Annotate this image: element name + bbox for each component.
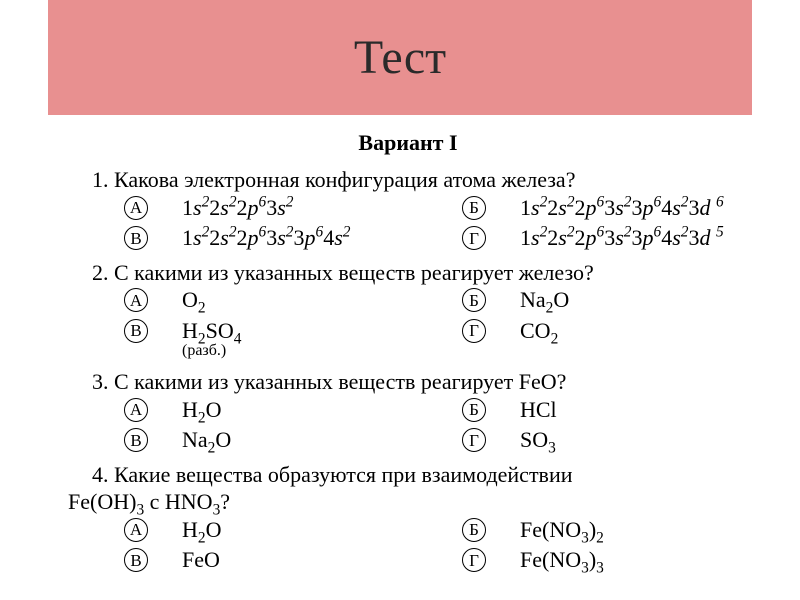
q-body: С какими из указанных веществ реагирует … [114,369,566,394]
option-a-value: 1s22s22p63s2 [182,194,462,223]
options-row: А 1s22s22p63s2 Б 1s22s22p63s23p64s23d 6 … [124,194,748,253]
option-c-letter[interactable]: В [124,428,148,452]
header-bar: Тест [48,0,752,115]
question-text-line2: Fe(OH)3 с HNO3? [68,488,748,516]
q-body: Какова электронная конфигурация атома же… [114,167,575,192]
option-b-value: 1s22s22p63s23p64s23d 6 [520,194,748,223]
variant-label: Вариант I [68,130,748,156]
option-c-letter[interactable]: В [124,319,148,343]
options-row: А O2 Б Na2O В H2SO4(разб.) Г CO2 [124,286,748,362]
option-a-value: H2O [182,396,462,425]
question-1: 1. Какова электронная конфигурация атома… [68,166,748,253]
q-num: 4. [92,462,109,487]
option-b-letter[interactable]: Б [462,288,486,312]
option-c-value: 1s22s22p63s23p64s2 [182,224,462,253]
option-b-letter[interactable]: Б [462,196,486,220]
option-c-value: H2SO4(разб.) [182,317,462,362]
option-c-letter[interactable]: В [124,226,148,250]
q-body: С какими из указанных веществ реагирует … [114,260,594,285]
question-text: 2. С какими из указанных веществ реагиру… [96,259,748,287]
option-d-letter[interactable]: Г [462,319,486,343]
option-c-note: (разб.) [182,341,462,362]
option-a-letter[interactable]: А [124,398,148,422]
q-num: 2. [92,260,109,285]
option-b-value: HCl [520,396,748,425]
option-a-letter[interactable]: А [124,288,148,312]
question-text: 1. Какова электронная конфигурация атома… [96,166,748,194]
option-c-value: FeO [182,546,462,575]
option-d-value: 1s22s22p63s23p64s23d 5 [520,224,748,253]
options-row: А H2O Б Fe(NO3)2 В FeO Г Fe(NO3)3 [124,516,748,575]
q-num: 1. [92,167,109,192]
test-content: Вариант I 1. Какова электронная конфигур… [68,130,748,581]
option-a-value: H2O [182,516,462,545]
q-num: 3. [92,369,109,394]
question-3: 3. С какими из указанных веществ реагиру… [68,368,748,455]
option-a-letter[interactable]: А [124,518,148,542]
q-body-line1: Какие вещества образуются при взаимодейс… [114,462,573,487]
page-title: Тест [354,30,446,85]
option-b-letter[interactable]: Б [462,398,486,422]
option-c-value: Na2O [182,426,462,455]
option-d-value: SO3 [520,426,748,455]
option-d-letter[interactable]: Г [462,428,486,452]
option-d-value: CO2 [520,317,748,346]
option-b-value: Na2O [520,286,748,315]
question-text: 4. Какие вещества образуются при взаимод… [96,461,748,489]
options-row: А H2O Б HCl В Na2O Г SO3 [124,396,748,455]
question-text: 3. С какими из указанных веществ реагиру… [96,368,748,396]
option-d-letter[interactable]: Г [462,548,486,572]
option-c-letter[interactable]: В [124,548,148,572]
option-a-letter[interactable]: А [124,196,148,220]
option-d-value: Fe(NO3)3 [520,546,748,575]
question-4: 4. Какие вещества образуются при взаимод… [68,461,748,575]
question-2: 2. С какими из указанных веществ реагиру… [68,259,748,362]
option-d-letter[interactable]: Г [462,226,486,250]
option-b-value: Fe(NO3)2 [520,516,748,545]
option-b-letter[interactable]: Б [462,518,486,542]
option-a-value: O2 [182,286,462,315]
